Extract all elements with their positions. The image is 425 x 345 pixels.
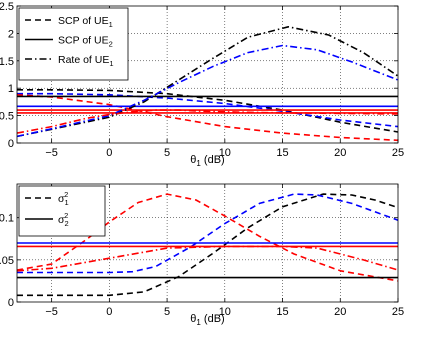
y-tick-label: 2 (8, 28, 14, 40)
y-tick-label: 0.5 (0, 111, 14, 123)
y-tick-label: 0 (8, 138, 14, 150)
x-axis-label: θ1 (dB) (190, 313, 224, 327)
x-axis-label: θ1 (dB) (190, 154, 224, 168)
x-tick-label: 0 (106, 306, 112, 318)
x-tick-label: 10 (219, 306, 231, 318)
axes-frame (16, 183, 399, 303)
axes-frame (16, 5, 399, 144)
series-line-dashdot-7 (17, 245, 398, 272)
x-tick-label: −5 (45, 147, 58, 159)
series-line-dashdot-8 (17, 26, 398, 138)
y-tick-label: 0 (8, 297, 14, 309)
legend-label: SCP of UE2 (58, 35, 113, 49)
series-line-dashed-2 (17, 193, 398, 274)
legend-label: SCP of UE1 (58, 15, 113, 29)
y-tick-label: 1.5 (0, 56, 14, 68)
y-tick-label: 1 (8, 83, 14, 95)
series-line-dashed-1 (17, 89, 398, 133)
x-tick-label: 25 (392, 306, 404, 318)
series-group (17, 193, 398, 297)
y-tick-label: 0.1 (0, 213, 14, 225)
series-line-dashed-1 (17, 193, 398, 297)
x-tick-label: −5 (45, 306, 58, 318)
y-tick-label: 2.5 (0, 1, 14, 13)
legend-label: Rate of UE1 (58, 54, 114, 68)
x-tick-label: 20 (334, 306, 346, 318)
chart-panel-2: −5 0 5 10 15 20 25 0 0.05 0.1 θ1 (dB) σ12 σ22 (0, 183, 404, 327)
series-line-dashdot-10 (17, 109, 398, 134)
series-group (17, 26, 398, 142)
x-tick-label: 15 (276, 306, 288, 318)
x-tick-label: 0 (106, 147, 112, 159)
x-tick-label: 20 (334, 147, 346, 159)
x-tick-label: 15 (276, 147, 288, 159)
series-line-dashed-3 (17, 94, 398, 142)
x-tick-label: 5 (164, 147, 170, 159)
x-tick-label: 5 (164, 306, 170, 318)
legend-label: σ12 (58, 190, 69, 207)
x-tick-label: 25 (392, 147, 404, 159)
series-line-dashdot-9 (17, 44, 398, 138)
series-line-dashed-2 (17, 92, 398, 128)
y-tick-label: 0.05 (0, 255, 14, 267)
legend-label: σ22 (58, 211, 69, 228)
chart-panel-1: −5 0 5 10 15 20 25 0 0.5 1 1.5 2 2.5 θ1 (dB) SCP of UE… (0, 1, 404, 168)
x-tick-label: 10 (219, 147, 231, 159)
legend-box (18, 185, 106, 237)
